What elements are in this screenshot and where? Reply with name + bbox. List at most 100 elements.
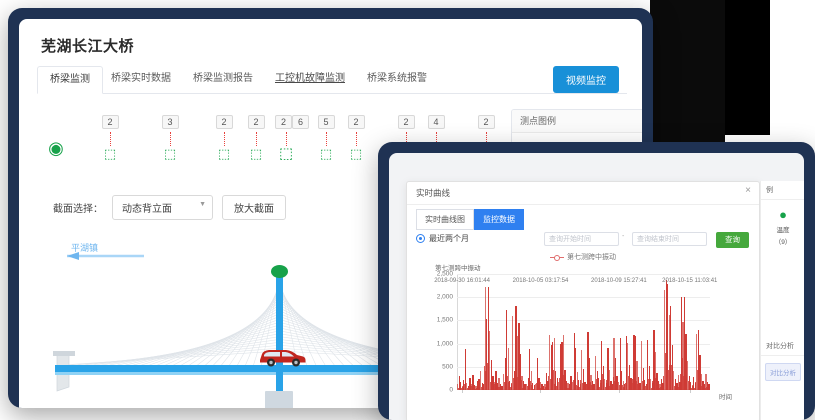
sensor-connector-line — [405, 132, 407, 146]
chart-bar — [637, 383, 639, 390]
chart-gridline — [457, 320, 710, 322]
tab-3[interactable]: 工控机故障监测 — [275, 73, 345, 84]
chart-bar — [530, 370, 532, 390]
chart-bar — [630, 387, 632, 390]
rail-sensor-count: （9） — [774, 239, 792, 246]
chart-bar — [614, 380, 616, 390]
chart-bar — [627, 343, 629, 390]
zoom-section-button[interactable]: 放大截面 — [222, 195, 286, 220]
chart-bar — [577, 386, 579, 390]
chart-bar — [690, 388, 692, 390]
chart-bar — [640, 384, 642, 390]
chart-bar — [509, 380, 511, 390]
chart-bar — [478, 378, 480, 390]
chart-bar — [647, 378, 649, 390]
chart-bar — [547, 380, 549, 390]
video-monitor-button[interactable]: 视频监控 — [553, 66, 619, 93]
chart-bar — [614, 358, 617, 390]
chart-bar — [674, 379, 677, 390]
rail-sensor-temperature[interactable]: ● 温度 （9） — [761, 200, 804, 253]
chart-bar — [522, 381, 525, 390]
chart-bar — [477, 386, 479, 390]
tab-0[interactable]: 桥梁监测 — [37, 66, 103, 94]
vibration-sensor-icon: ◉ — [48, 138, 64, 158]
sensor-column-10[interactable]: 2⃠ — [475, 112, 497, 161]
tab-1[interactable]: 桥梁实时数据 — [111, 73, 171, 84]
chart-bar — [474, 389, 476, 390]
end-date-input[interactable]: 查询结束时间 — [632, 232, 707, 246]
chart-bar — [594, 383, 596, 390]
chart-legend[interactable]: 第七测跨中振动 — [407, 252, 759, 262]
compare-analysis-button[interactable]: 对比分析 — [765, 363, 801, 381]
chart-bar — [561, 374, 563, 390]
bridge-location-label: 平湖镇 — [71, 243, 99, 253]
tab-realtime-curve[interactable]: 实时曲线图 — [416, 209, 474, 230]
sensor-icon: ⬚ — [319, 146, 333, 161]
tab-2[interactable]: 桥梁监测报告 — [193, 73, 253, 84]
chart-bar — [583, 385, 585, 390]
close-icon[interactable]: × — [745, 185, 751, 196]
start-date-input[interactable]: 查询开始时间 — [544, 232, 619, 246]
sensor-column-2[interactable]: 3 ⬚ — [159, 112, 181, 161]
chart-bar — [525, 387, 527, 390]
chart-bar — [648, 366, 650, 390]
chart-bar — [575, 384, 577, 390]
chart-bar — [486, 363, 488, 390]
sensor-column-5[interactable]: 2 6 ⬚ — [275, 112, 309, 161]
chart-bar — [470, 383, 473, 390]
tab-monitor-data[interactable]: 监控数据 — [474, 209, 524, 230]
chart-bar — [655, 378, 657, 390]
sensor-column-7[interactable]: 2 ⬚ — [345, 112, 367, 161]
chart-bar — [495, 370, 497, 390]
chart-bar — [463, 379, 465, 390]
chart-bar — [473, 385, 475, 390]
chart-bar — [633, 335, 635, 390]
section-select[interactable]: 动态背立面 ▼ — [112, 195, 213, 220]
chart-bar — [647, 339, 649, 390]
chart-bar — [559, 344, 562, 390]
modal-window: 实时曲线 × 实时曲线图 监控数据 最近两个月 查询开始时间 - 查询结束时间 … — [378, 142, 815, 420]
bridge-deck-shadow — [55, 372, 615, 375]
chart-bar — [578, 387, 580, 390]
chart-bar — [673, 370, 675, 390]
chart-bar — [540, 387, 542, 390]
chart-bar — [512, 315, 514, 390]
sensor-column-4[interactable]: 2 ⬚ — [245, 112, 267, 161]
chart-bar — [584, 382, 586, 390]
chart-bar — [528, 384, 530, 390]
query-button[interactable]: 查询 — [716, 232, 749, 248]
tab-4[interactable]: 桥梁系统报警 — [367, 73, 427, 84]
chart-bar — [588, 357, 591, 390]
chart-bar — [639, 382, 641, 390]
chart-bar — [505, 365, 507, 390]
chart-bar — [680, 374, 682, 390]
sensor-icon: ⬚ — [103, 146, 117, 161]
chart-bar — [568, 387, 570, 390]
chart-bar — [486, 319, 488, 390]
chart-bar — [507, 348, 509, 390]
section-select-value: 动态背立面 — [122, 204, 172, 215]
chart-bar — [487, 286, 489, 390]
chart-bar — [565, 380, 568, 390]
chart-bar — [584, 387, 586, 390]
chart-bar — [469, 377, 471, 390]
sensor-column-3[interactable]: 2 ⬚ — [213, 112, 235, 161]
rail-legend-header: 例 — [761, 181, 804, 200]
chart-bar — [552, 370, 554, 390]
chart-bar — [636, 361, 638, 390]
chart-bar — [537, 380, 539, 390]
sensor-column-1[interactable]: 2 ⬚ — [99, 112, 121, 161]
sensor-column-0[interactable]: ◉ — [45, 138, 67, 159]
chart-bar — [654, 351, 657, 390]
chart-bar — [518, 322, 520, 390]
bridge-cable — [125, 327, 280, 366]
chart-bar — [678, 387, 680, 390]
dialog-tabs: 实时曲线图 监控数据 — [416, 209, 524, 230]
recent-two-months-radio[interactable]: 最近两个月 — [416, 233, 469, 244]
chart-bar — [579, 383, 581, 390]
chart-bar — [476, 381, 479, 390]
chart-bar — [490, 360, 493, 390]
chart-bar — [575, 348, 577, 390]
sensor-column-6[interactable]: 5 ⬚ — [315, 112, 337, 161]
chart-bar — [591, 381, 594, 390]
